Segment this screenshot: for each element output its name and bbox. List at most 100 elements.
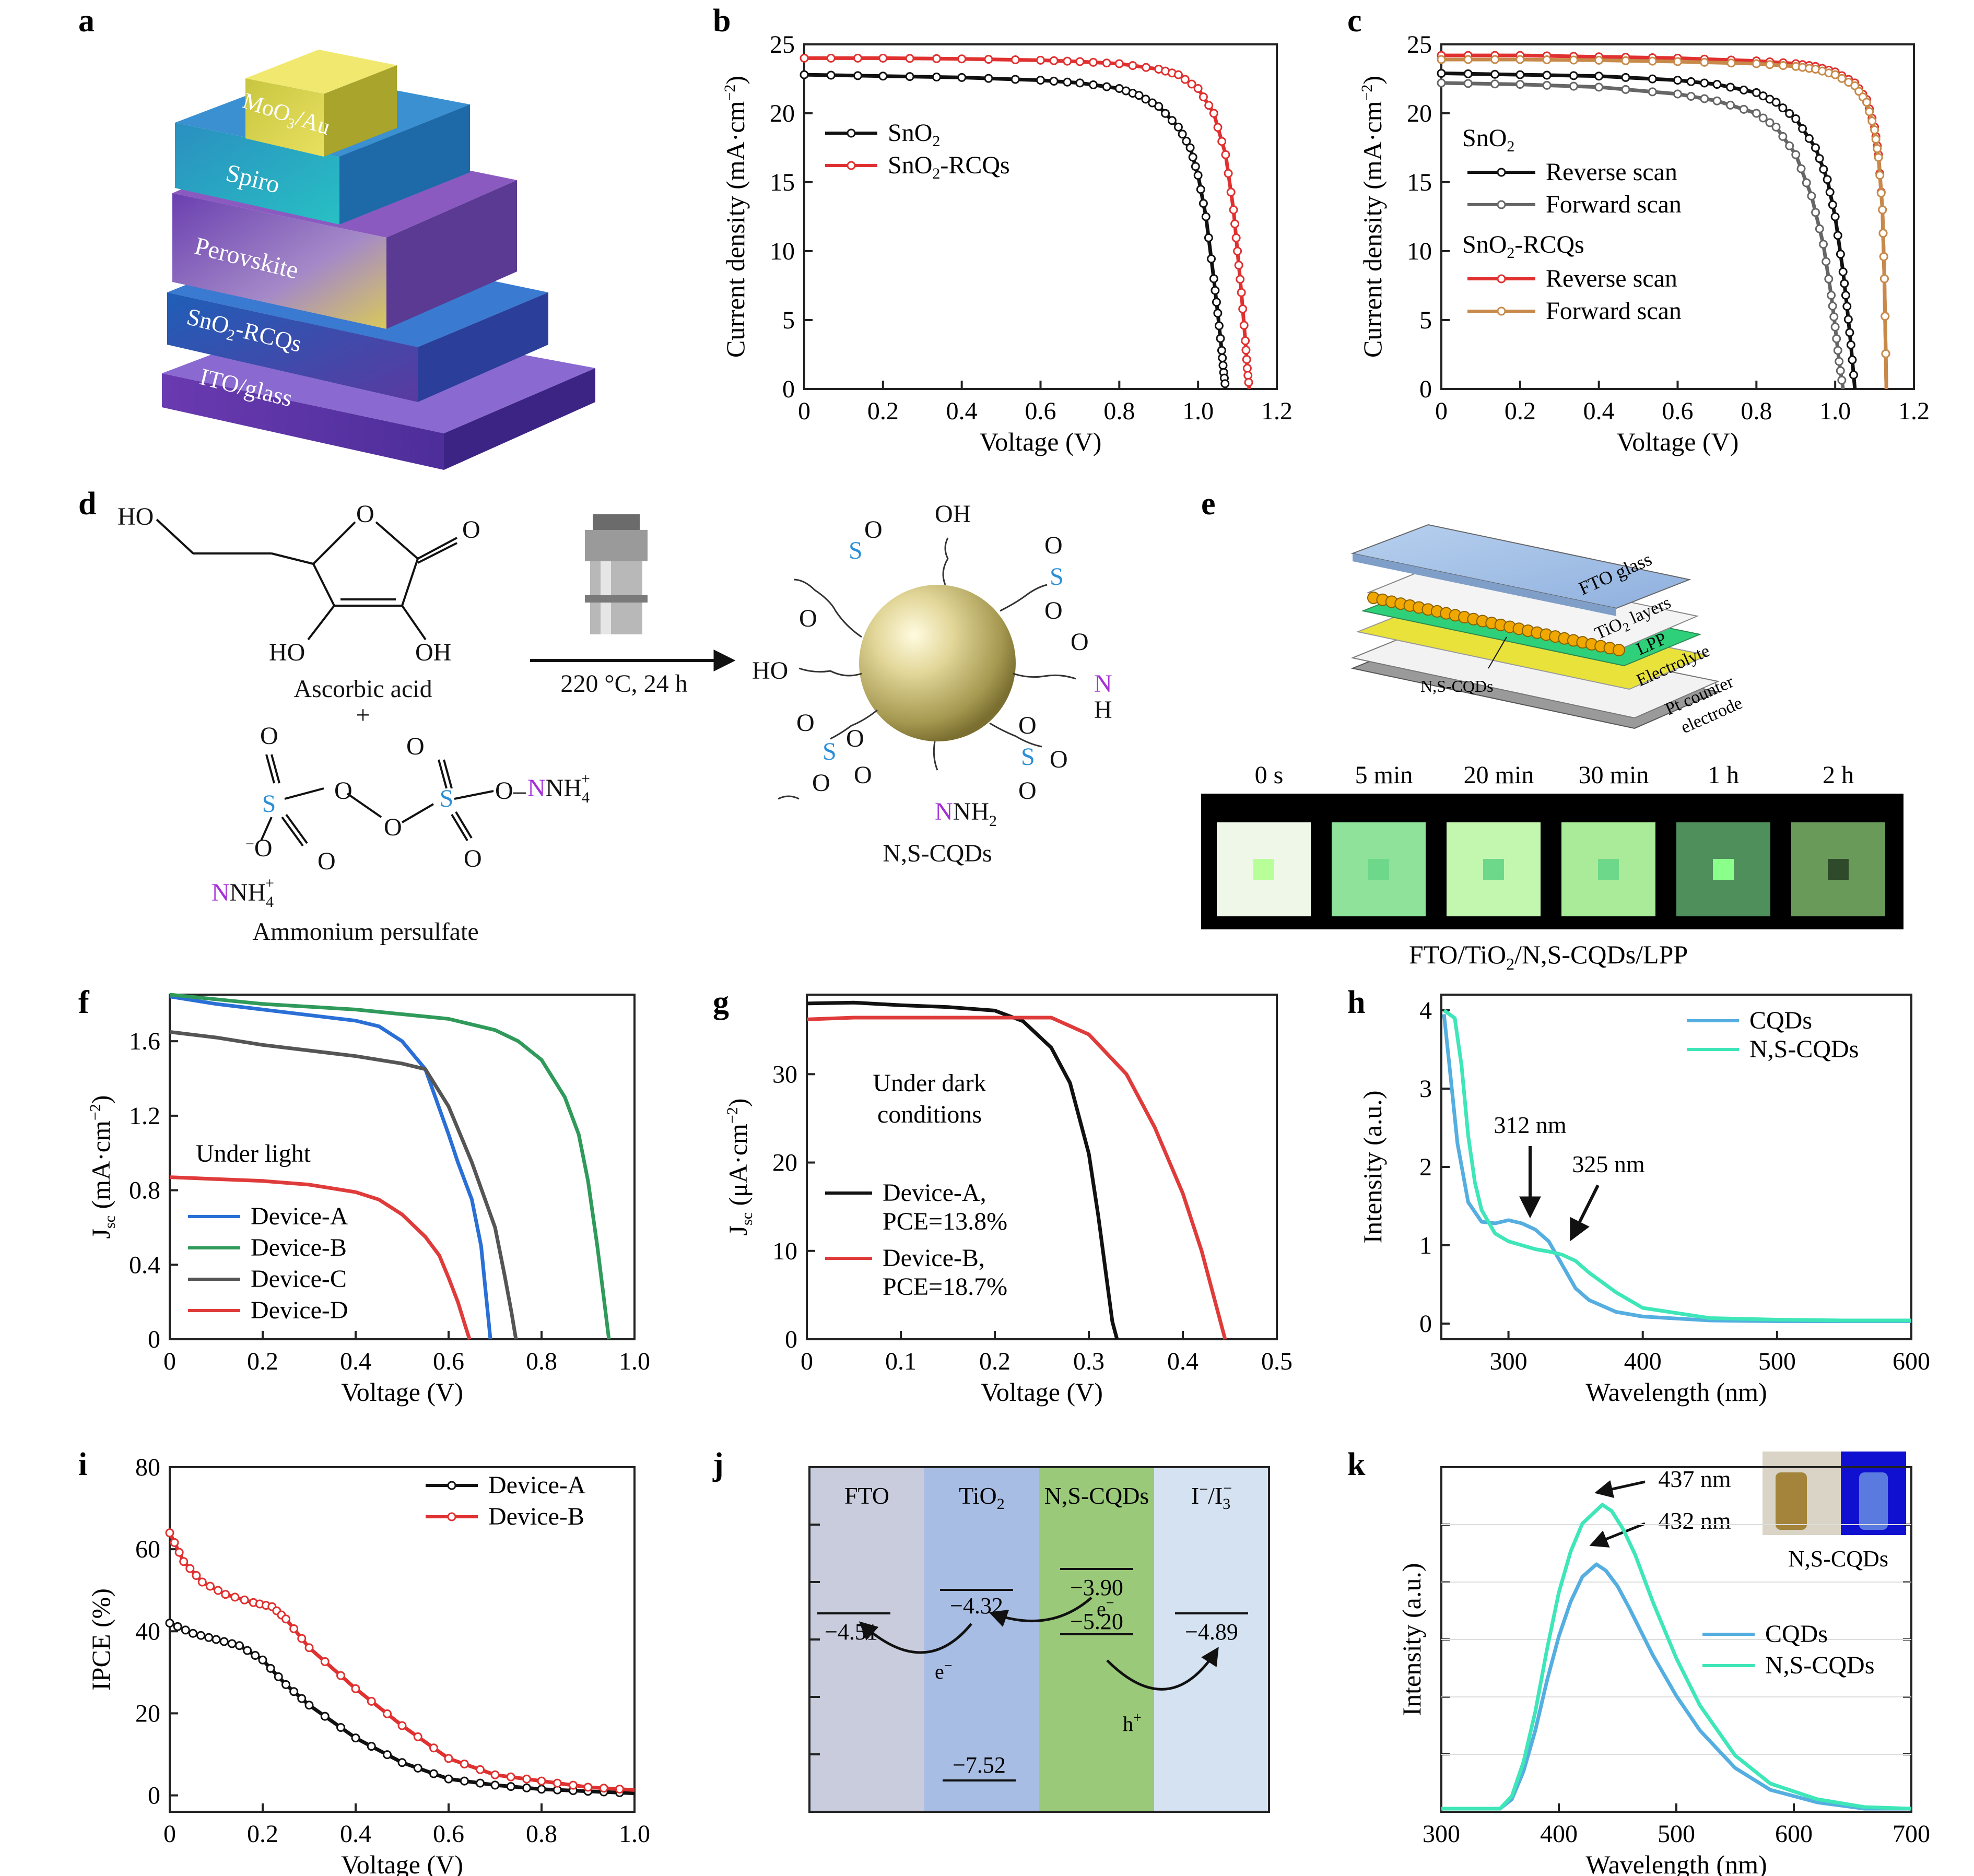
y-axis-label: Intensity (a.u.)	[1397, 1563, 1426, 1716]
series-line-0	[804, 73, 1228, 390]
series-marker	[230, 1592, 240, 1602]
y-tick-label: 0	[782, 375, 795, 403]
y-tick-label: 0	[1419, 375, 1432, 403]
svg-text:NNH4+: NNH4+	[212, 875, 274, 911]
x-tick-label: 0.4	[1167, 1348, 1198, 1375]
y-tick-label: 0.4	[129, 1251, 160, 1279]
legend-label: Device-B,	[883, 1244, 985, 1272]
series-marker	[1758, 91, 1768, 101]
series-marker	[179, 1557, 189, 1566]
luminescence-swatches	[1217, 822, 1885, 916]
x-tick-label: 400	[1624, 1348, 1662, 1375]
legend-label: CQDs	[1765, 1620, 1828, 1648]
series-marker	[1867, 116, 1877, 126]
series-marker	[165, 1619, 174, 1628]
series-marker	[1182, 136, 1191, 146]
series-marker	[1825, 187, 1835, 197]
series-marker	[1089, 80, 1098, 90]
series-marker	[1700, 94, 1709, 103]
series-marker	[1049, 76, 1059, 86]
x-tick-label: 0.4	[946, 397, 978, 425]
series-marker	[1220, 379, 1230, 388]
series-marker	[1209, 109, 1218, 118]
series-marker	[1874, 152, 1883, 162]
series-marker	[1231, 233, 1241, 243]
series-marker	[1236, 275, 1245, 284]
series-marker	[1686, 92, 1696, 101]
svg-text:O: O	[1071, 628, 1089, 656]
annotation-under-dark-2: conditions	[877, 1101, 982, 1128]
panel-letter-e: e	[1201, 486, 1216, 522]
y-tick-label: 60	[135, 1536, 160, 1563]
series-marker	[1542, 80, 1552, 90]
series-marker	[227, 1639, 237, 1648]
series-marker	[1490, 55, 1500, 64]
swatch-center-2	[1483, 859, 1504, 880]
series-marker	[1515, 80, 1525, 89]
y-tick-label: 2	[1419, 1153, 1432, 1181]
y-tick-label: 0.8	[129, 1177, 160, 1205]
series-marker	[1700, 57, 1709, 67]
series-line-0	[1442, 1014, 1911, 1323]
series-marker	[336, 1722, 346, 1732]
chart-g: 0 0.1 0.2 0.3 0.4 0.5 0 10 20 30 Voltage (V) Jsc (μ…	[723, 994, 1292, 1407]
series-marker	[800, 53, 809, 63]
column-tio2	[924, 1467, 1039, 1812]
series-marker	[1779, 61, 1788, 70]
x-tick-label: 1.0	[1182, 397, 1214, 425]
legend-label: Device-B	[251, 1234, 347, 1261]
svg-text:2 h: 2 h	[1823, 761, 1854, 789]
svg-text:O: O	[406, 733, 425, 760]
svg-text:O: O	[854, 761, 872, 789]
svg-text:H: H	[1094, 696, 1112, 724]
series-marker	[1011, 75, 1020, 84]
series-marker	[174, 1548, 184, 1557]
annotation-432nm: 432 nm	[1658, 1507, 1731, 1534]
series-marker	[1840, 279, 1849, 288]
svg-text:N: N	[1094, 670, 1112, 698]
series-marker	[1798, 124, 1807, 133]
series-marker	[240, 1595, 249, 1604]
series-marker	[1234, 261, 1243, 270]
surface-groups	[778, 537, 1076, 800]
svg-text:S: S	[1050, 563, 1064, 591]
svg-text:NNH2: NNH2	[935, 798, 997, 830]
series-marker	[444, 1754, 453, 1763]
series-marker	[1752, 109, 1761, 118]
series-marker	[1213, 123, 1223, 132]
series-marker	[1835, 357, 1844, 366]
y-axis-label: Current density (mA·cm−2)	[721, 76, 750, 358]
y-tick-label: 5	[1419, 306, 1432, 334]
chart-h: 300 400 500 600 0 1 2 3 4 Wavelength (nm) Intensit…	[1358, 994, 1930, 1407]
series-marker	[522, 1783, 532, 1792]
series-marker	[1569, 71, 1578, 80]
series-marker	[1229, 205, 1238, 215]
y-tick-label: 30	[772, 1060, 797, 1088]
series-marker	[274, 1672, 283, 1681]
x-tick-label: 0	[163, 1820, 176, 1848]
x-tick-label: 0.3	[1073, 1348, 1104, 1375]
chart-k: 300 400 500 600 700 Wavelength (nm) Intensity …	[1397, 1466, 1930, 1876]
series-marker	[1830, 212, 1840, 221]
series-marker	[1778, 132, 1788, 141]
series-marker	[197, 1577, 207, 1587]
series-marker	[320, 1712, 330, 1721]
series-marker	[599, 1784, 608, 1793]
plot-frame	[169, 994, 636, 1340]
svg-text:TiO2: TiO2	[959, 1482, 1004, 1513]
series-marker	[905, 54, 914, 63]
series-marker	[1141, 95, 1150, 104]
svg-text:I−/I3−: I−/I3−	[1191, 1480, 1232, 1513]
column-electrolyte	[1154, 1467, 1269, 1812]
series-marker	[460, 1776, 469, 1786]
series-marker	[1785, 141, 1794, 150]
x-axis-label: Voltage (V)	[980, 427, 1102, 456]
series-marker	[297, 1694, 307, 1703]
series-marker	[397, 1758, 407, 1767]
legend-label: PCE=13.8%	[883, 1208, 1007, 1235]
series-marker	[1837, 74, 1847, 83]
series-marker	[1673, 89, 1682, 99]
series-marker	[1833, 231, 1842, 240]
x-axis-label: Voltage (V)	[981, 1377, 1103, 1407]
series-marker	[1819, 240, 1828, 249]
